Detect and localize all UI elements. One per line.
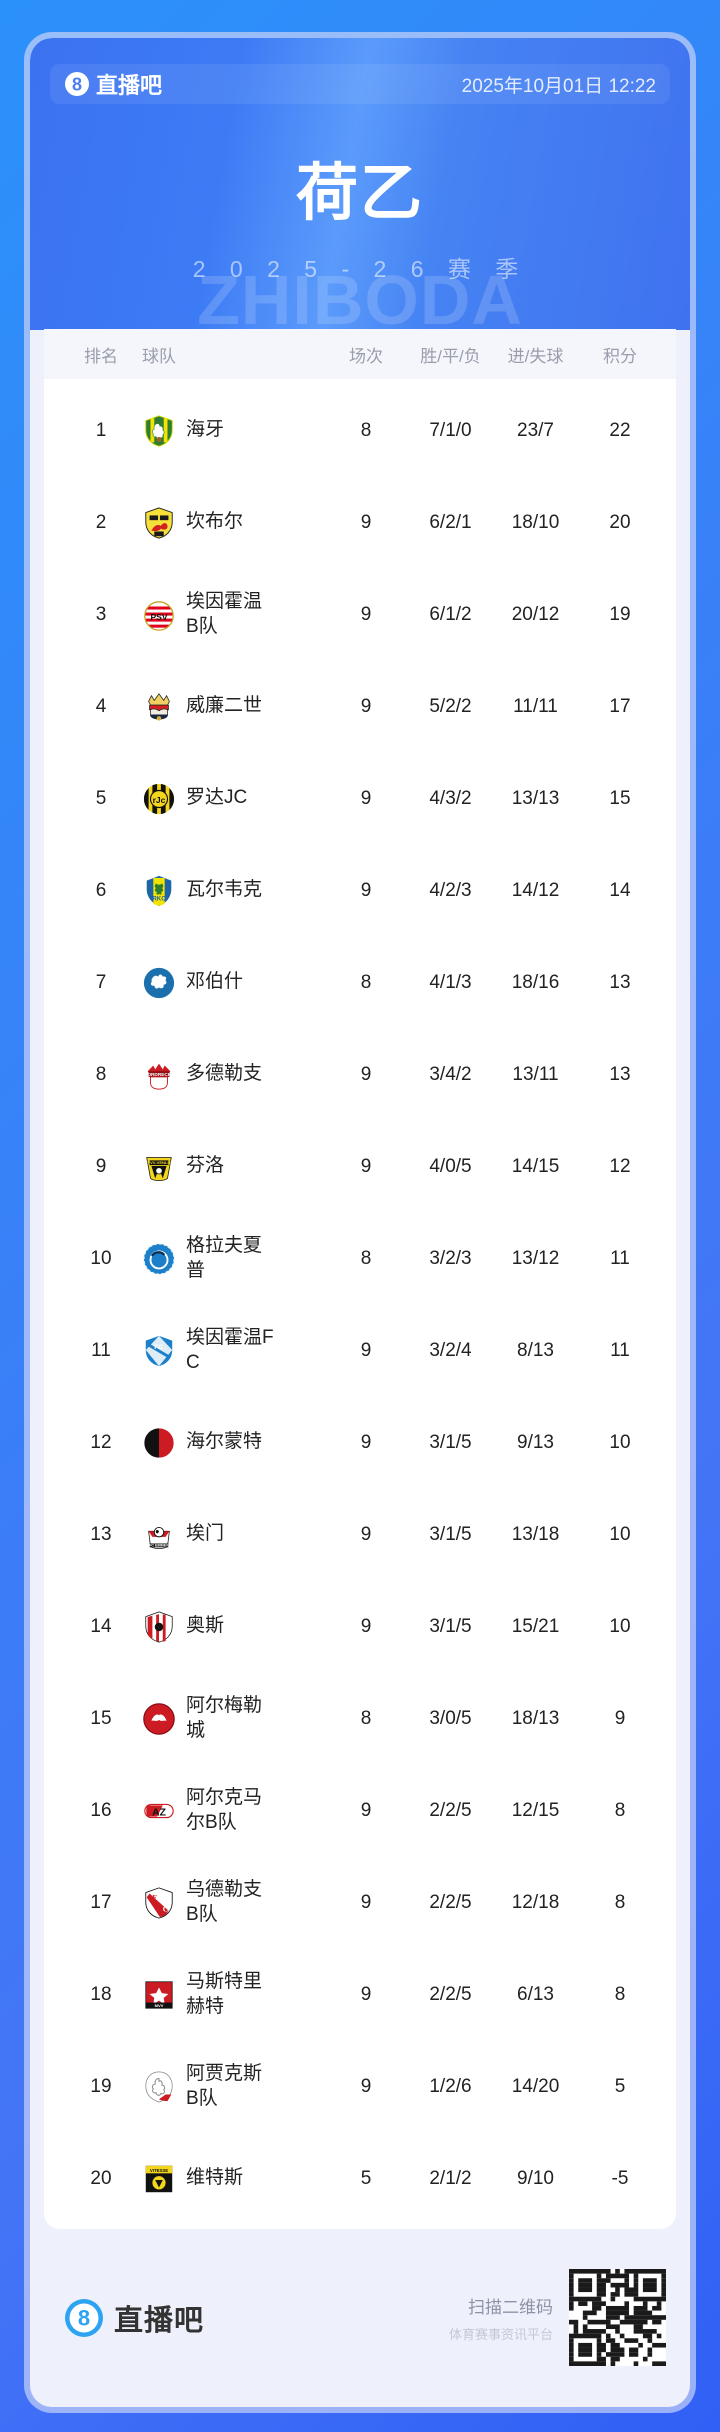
svg-text:C: C (163, 1904, 168, 1913)
svg-text:MVV: MVV (155, 2002, 164, 2007)
svg-text:VVV-VENLO: VVV-VENLO (147, 1160, 170, 1165)
svg-text:rJc: rJc (153, 794, 166, 804)
svg-text:F: F (152, 1893, 157, 1902)
svg-text:8: 8 (78, 2305, 90, 2330)
svg-text:VITESSE: VITESSE (150, 2167, 168, 2172)
svg-text:RKC: RKC (152, 895, 166, 902)
svg-text:PSV: PSV (150, 612, 167, 622)
svg-text:AZ: AZ (152, 1807, 166, 1818)
svg-text:FC EMMEN: FC EMMEN (149, 1543, 169, 1547)
svg-text:FC: FC (154, 1344, 163, 1351)
